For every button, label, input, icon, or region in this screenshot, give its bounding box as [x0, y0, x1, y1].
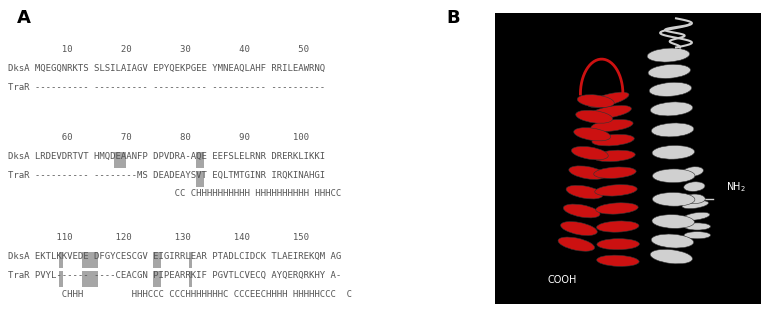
- Ellipse shape: [574, 128, 611, 141]
- Ellipse shape: [647, 48, 690, 62]
- Ellipse shape: [651, 234, 694, 248]
- Ellipse shape: [652, 192, 695, 206]
- FancyBboxPatch shape: [197, 152, 204, 168]
- Ellipse shape: [566, 185, 603, 199]
- Ellipse shape: [563, 204, 600, 218]
- Ellipse shape: [651, 123, 694, 137]
- Text: CHHH         HHHCCC CCCHHHHHHHC CCCEECHHHH HHHHHCCC  C: CHHH HHHCCC CCCHHHHHHHC CCCEECHHHH HHHHH…: [8, 290, 352, 299]
- Ellipse shape: [561, 222, 598, 235]
- Ellipse shape: [652, 146, 694, 159]
- Ellipse shape: [578, 95, 614, 107]
- Ellipse shape: [649, 82, 692, 96]
- Ellipse shape: [593, 150, 635, 162]
- Text: DksA EKTLKKVEDE DFGYCESCGV EIGIRRLEAR PTADLCIDCK TLAEIREKQM AG: DksA EKTLKKVEDE DFGYCESCGV EIGIRRLEAR PT…: [8, 252, 341, 261]
- Text: DksA MQEGQNRKTS SLSILAIAGV EPYQEKPGEE YMNEAQLAHF RRILEAWRNQ: DksA MQEGQNRKTS SLSILAIAGV EPYQEKPGEE YM…: [8, 64, 325, 73]
- FancyBboxPatch shape: [58, 271, 63, 287]
- Ellipse shape: [652, 215, 694, 228]
- Text: COOH: COOH: [547, 275, 577, 285]
- Ellipse shape: [650, 102, 693, 116]
- Ellipse shape: [682, 201, 708, 208]
- Ellipse shape: [569, 166, 606, 179]
- FancyBboxPatch shape: [58, 252, 63, 269]
- Ellipse shape: [684, 194, 705, 203]
- Ellipse shape: [597, 221, 639, 232]
- Text: CC CHHHHHHHHHH HHHHHHHHHH HHHCC: CC CHHHHHHHHHH HHHHHHHHHH HHHCC: [8, 189, 341, 198]
- Text: TraR PVYL------ ----CEACGN PIPEARRKIF PGVTLCVECQ AYQERQRKHY A-: TraR PVYL------ ----CEACGN PIPEARRKIF PG…: [8, 271, 341, 280]
- Ellipse shape: [650, 249, 693, 264]
- Ellipse shape: [684, 223, 710, 230]
- Ellipse shape: [589, 105, 631, 119]
- Text: B: B: [446, 9, 460, 28]
- Ellipse shape: [588, 92, 629, 107]
- Ellipse shape: [594, 167, 636, 178]
- Text: TraR ---------- ---------- ---------- ---------- ----------: TraR ---------- ---------- ---------- --…: [8, 83, 325, 92]
- Ellipse shape: [684, 212, 710, 220]
- Ellipse shape: [571, 146, 608, 160]
- FancyBboxPatch shape: [153, 271, 161, 287]
- FancyBboxPatch shape: [82, 252, 98, 269]
- Ellipse shape: [684, 182, 705, 192]
- FancyBboxPatch shape: [82, 271, 98, 287]
- Ellipse shape: [558, 237, 594, 251]
- Text: A: A: [17, 9, 31, 28]
- Text: 110        120        130        140        150: 110 120 130 140 150: [8, 233, 309, 242]
- FancyBboxPatch shape: [153, 252, 161, 269]
- Text: NH$_2$: NH$_2$: [727, 180, 746, 194]
- Ellipse shape: [596, 203, 638, 214]
- Ellipse shape: [591, 120, 633, 131]
- FancyBboxPatch shape: [114, 152, 126, 168]
- FancyBboxPatch shape: [197, 171, 204, 187]
- Text: 10         20         30         40         50: 10 20 30 40 50: [8, 45, 309, 54]
- FancyBboxPatch shape: [188, 252, 193, 269]
- Ellipse shape: [653, 169, 695, 183]
- Ellipse shape: [684, 232, 710, 239]
- FancyBboxPatch shape: [188, 271, 193, 287]
- Ellipse shape: [597, 255, 639, 266]
- Text: TraR ---------- --------MS DEADEAYSVT EQLTMTGINR IRQKINAHGI: TraR ---------- --------MS DEADEAYSVT EQ…: [8, 171, 325, 180]
- Text: DksA LRDEVDRTVT HMQDEAANFP DPVDRA-AQE EEFSLELRNR DRERKLIKKI: DksA LRDEVDRTVT HMQDEAANFP DPVDRA-AQE EE…: [8, 152, 325, 161]
- Ellipse shape: [576, 110, 613, 123]
- Ellipse shape: [592, 134, 634, 146]
- Text: 60         70         80         90        100: 60 70 80 90 100: [8, 133, 309, 142]
- Ellipse shape: [594, 185, 637, 196]
- Ellipse shape: [597, 239, 640, 250]
- Ellipse shape: [648, 64, 690, 79]
- Ellipse shape: [682, 167, 703, 177]
- FancyBboxPatch shape: [495, 13, 761, 304]
